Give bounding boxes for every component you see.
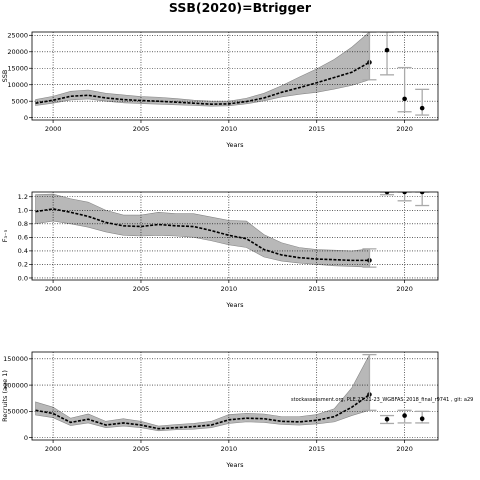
x-tick-label: 2005 xyxy=(133,445,150,453)
x-tick-label: 2010 xyxy=(221,445,238,453)
x-axis-label: Years xyxy=(225,461,244,469)
plot-area xyxy=(32,32,438,120)
estimate-line xyxy=(35,208,370,262)
y-tick-label: 50000 xyxy=(7,408,28,416)
plot-area xyxy=(32,192,438,280)
forecast-point xyxy=(419,192,425,195)
x-tick-label: 2020 xyxy=(396,285,413,293)
forecast-point xyxy=(384,416,390,422)
x-tick-label: 2005 xyxy=(133,125,150,133)
y-tick-label: 100000 xyxy=(3,381,28,389)
forecast-point xyxy=(384,192,390,195)
axes-frame xyxy=(31,191,439,281)
y-tick-label: 0.2 xyxy=(18,261,28,269)
x-axis-label: Years xyxy=(225,141,244,149)
x-tick-label: 2020 xyxy=(396,445,413,453)
y-tick-label: 25000 xyxy=(7,32,28,40)
estimate-line xyxy=(35,61,370,105)
y-tick-label: 0.0 xyxy=(18,274,28,282)
source-annotation: stockassessment.org, PLE.27.21-23_WGBFAS… xyxy=(291,397,473,403)
y-tick-label: 5000 xyxy=(11,98,28,106)
y-tick-label: 0.4 xyxy=(18,247,28,255)
plot-area xyxy=(32,352,438,440)
figure-title: SSB(2020)=Btrigger xyxy=(169,0,312,15)
y-tick-label: 0.8 xyxy=(18,220,28,228)
x-tick-label: 2015 xyxy=(308,445,325,453)
x-tick-label: 2010 xyxy=(221,125,238,133)
confidence-band xyxy=(35,193,370,268)
x-tick-label: 2005 xyxy=(133,285,150,293)
forecast-point xyxy=(402,96,407,102)
forecast-point xyxy=(402,192,407,195)
forecast-point xyxy=(419,416,425,422)
x-tick-label: 2000 xyxy=(45,445,62,453)
y-tick-label: 20000 xyxy=(7,48,28,56)
x-tick-label: 2015 xyxy=(308,285,325,293)
y-tick-label: 0.6 xyxy=(18,234,28,242)
y-tick-label: 0 xyxy=(24,114,28,122)
x-tick-label: 2000 xyxy=(45,285,62,293)
fishing-mortality-panel: 2000 2005 2010 2015 2020 0.0 0.2 0.4 0.6 0.8 1.0 1.… xyxy=(1,191,439,309)
y-axis-label: F₃₋₅ xyxy=(1,229,9,242)
x-tick-label: 2020 xyxy=(396,125,413,133)
x-tick-label: 2015 xyxy=(308,125,325,133)
y-tick-label: 1.2 xyxy=(18,193,28,201)
y-tick-label: 15000 xyxy=(7,65,28,73)
forecast-point xyxy=(402,413,407,418)
y-axis-label: Recruits (age 1) xyxy=(1,370,9,422)
y-tick-label: 1.0 xyxy=(18,207,28,215)
recruitment-panel: 2000 2005 2010 2015 2020 0 50000 100000 150000 Ye… xyxy=(1,351,439,469)
y-axis-label: SSB xyxy=(1,70,9,83)
y-tick-label: 150000 xyxy=(3,355,28,363)
y-tick-label: 10000 xyxy=(7,81,28,89)
axes-frame xyxy=(31,31,439,121)
x-axis-label: Years xyxy=(225,301,244,309)
estimate-line xyxy=(35,393,370,430)
y-tick-label: 0 xyxy=(24,434,28,442)
x-tick-label: 2010 xyxy=(221,285,238,293)
axes-frame xyxy=(31,351,439,441)
x-tick-label: 2000 xyxy=(45,125,62,133)
forecast-point xyxy=(419,105,425,111)
forecast-point xyxy=(384,47,390,53)
ssb-panel: 2000 2005 2010 2015 2020 0 5000 10000 15000 20000… xyxy=(1,31,439,149)
